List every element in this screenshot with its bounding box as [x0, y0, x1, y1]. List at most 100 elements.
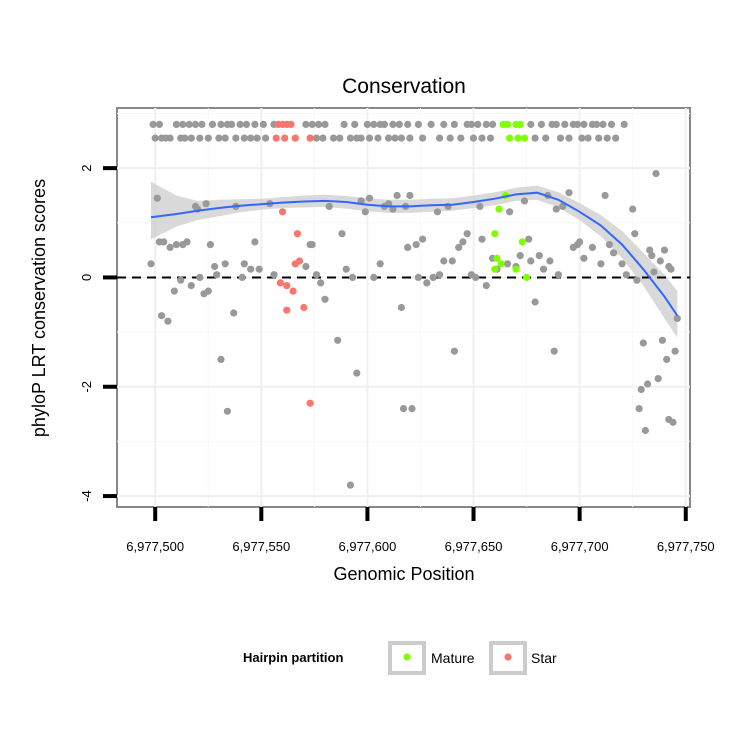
data-point-mature — [512, 265, 520, 273]
smooth-curve — [150, 191, 679, 317]
data-point-mature — [493, 254, 501, 262]
data-point-mature — [495, 205, 503, 213]
data-point-star — [281, 134, 289, 142]
data-point-other — [459, 238, 467, 246]
data-point-other — [380, 120, 388, 128]
data-point-other — [427, 120, 435, 128]
data-point-other — [342, 265, 350, 273]
data-point-other — [472, 273, 480, 281]
data-point-other — [312, 271, 321, 279]
data-point-other — [597, 260, 605, 268]
data-point-other — [321, 120, 329, 128]
data-point-other — [667, 265, 675, 273]
data-point-other — [610, 249, 618, 257]
data-point-other — [639, 339, 647, 347]
data-point-other — [187, 134, 195, 142]
data-point-other — [177, 276, 185, 284]
x-tick-label: 6,977,700 — [551, 539, 609, 554]
x-tick-label: 6,977,750 — [657, 539, 715, 554]
data-point-other — [506, 208, 514, 216]
data-point-other — [151, 134, 159, 142]
data-point-other — [397, 134, 405, 142]
data-point-other — [370, 273, 378, 281]
data-point-other — [346, 481, 354, 489]
data-point-star — [276, 279, 284, 287]
data-point-mature — [516, 120, 524, 128]
data-point-other — [191, 120, 200, 128]
data-point-other — [433, 208, 442, 216]
legend-label-star: Star — [531, 650, 557, 666]
data-point-other — [436, 271, 444, 279]
data-point-mature — [514, 134, 522, 142]
data-point-other — [531, 134, 539, 142]
data-point-other — [552, 205, 560, 213]
data-point-star — [306, 134, 314, 142]
data-point-other — [554, 271, 563, 279]
data-point-other — [537, 120, 546, 128]
data-point-other — [308, 120, 316, 128]
data-point-other — [158, 312, 166, 320]
data-point-other — [516, 252, 524, 260]
data-point-other — [204, 287, 212, 295]
data-point-other — [361, 208, 369, 216]
data-point-other — [251, 120, 259, 128]
data-point-other — [593, 120, 601, 128]
data-point-other — [223, 407, 231, 415]
axes: 6,977,500 6,977,550 6,977,600 6,977,650 6,97… — [79, 165, 715, 554]
data-point-other — [363, 120, 371, 128]
data-point-other — [448, 257, 456, 265]
data-point-other — [164, 317, 172, 325]
data-point-other — [230, 309, 238, 317]
data-point-other — [474, 120, 482, 128]
data-point-other — [404, 243, 412, 251]
data-point-mature — [518, 238, 526, 246]
data-point-other — [206, 241, 214, 249]
data-point-other — [450, 347, 458, 355]
data-point-other — [374, 134, 382, 142]
data-point-other — [217, 120, 225, 128]
data-point-star — [283, 306, 291, 314]
data-point-other — [595, 134, 603, 142]
data-point-star — [287, 120, 295, 128]
data-point-other — [376, 260, 384, 268]
data-point-other — [525, 235, 533, 243]
data-point-other — [565, 189, 573, 197]
data-point-other — [550, 347, 558, 355]
data-point-other — [423, 279, 431, 287]
y-tick-label: 2 — [79, 165, 94, 172]
data-point-other — [399, 405, 408, 413]
data-point-mature — [491, 230, 499, 238]
data-point-other — [315, 120, 323, 128]
data-point-other — [228, 120, 236, 128]
data-point-other — [599, 120, 607, 128]
data-point-other — [603, 134, 611, 142]
data-point-other — [607, 120, 616, 128]
data-point-other — [646, 246, 654, 254]
data-point-other — [629, 205, 637, 213]
data-point-mature — [523, 273, 531, 281]
data-point-other — [312, 134, 321, 142]
data-point-other — [349, 273, 357, 281]
legend-label-mature: Mature — [431, 650, 475, 666]
data-point-other — [601, 191, 609, 200]
smooth-line — [150, 191, 679, 317]
data-point-other — [565, 134, 573, 142]
data-point-other — [552, 120, 560, 128]
data-point-mature — [491, 265, 499, 273]
data-point-other — [232, 134, 240, 142]
data-point-other — [302, 120, 310, 128]
data-point-other — [393, 191, 401, 200]
data-point-other — [620, 120, 628, 128]
data-point-other — [641, 426, 650, 435]
data-point-star — [278, 208, 287, 216]
data-point-other — [478, 235, 486, 243]
data-point-other — [217, 355, 225, 363]
data-point-other — [170, 287, 178, 295]
data-point-other — [648, 252, 656, 260]
data-point-other — [637, 385, 645, 394]
data-point-other — [540, 265, 548, 273]
y-tick-label: -4 — [79, 490, 94, 502]
legend-item-mature: Mature — [388, 641, 475, 675]
data-point-other — [404, 120, 412, 128]
